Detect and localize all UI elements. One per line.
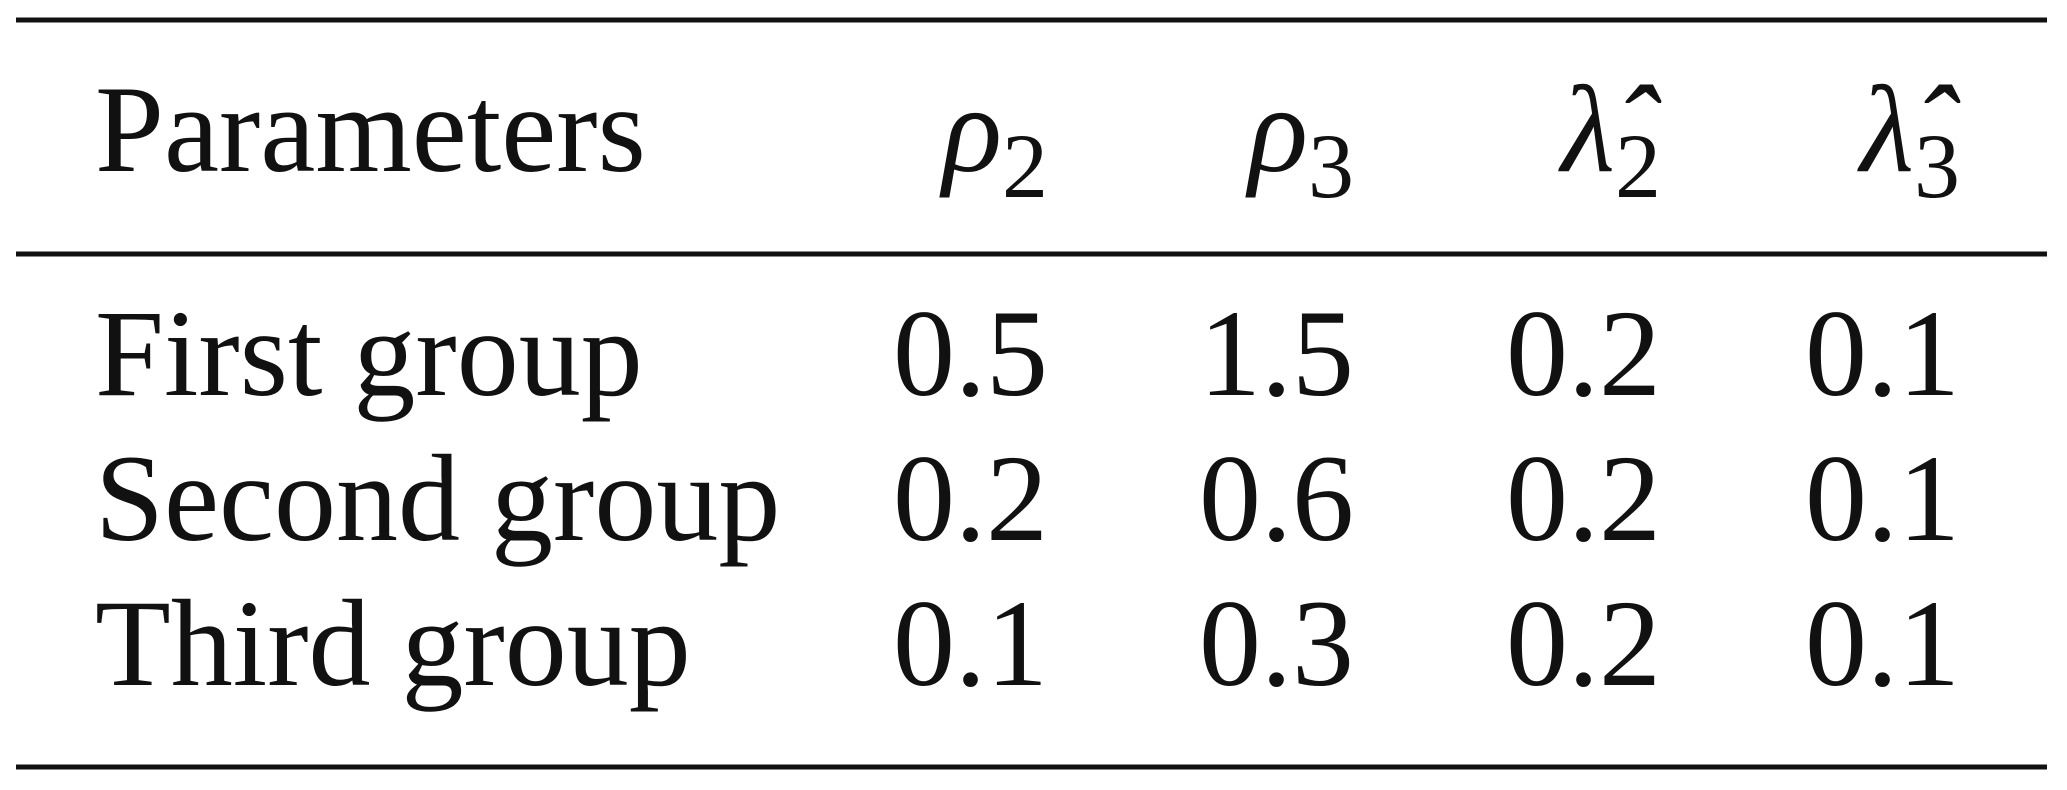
- header-cell: Parameters: [95, 61, 646, 198]
- cell-value: 1.5: [1199, 285, 1354, 422]
- cell-value: 0.1: [1805, 430, 1960, 567]
- header-cell: λ̂2: [1557, 61, 1662, 217]
- cell-value: 0.6: [1199, 430, 1354, 567]
- cell-value: 0.1: [893, 575, 1048, 712]
- header-cell: ρ3: [1244, 61, 1354, 217]
- math-subscript: 2: [1615, 115, 1661, 217]
- math-symbol: ρ: [1244, 61, 1308, 198]
- row-label: Second group: [95, 430, 780, 567]
- row-label: First group: [95, 285, 643, 422]
- math-symbol: ρ: [938, 61, 1002, 198]
- cell-value: 0.5: [893, 285, 1048, 422]
- math-subscript: 2: [1002, 115, 1048, 217]
- header-cell: λ̂3: [1856, 61, 1961, 217]
- row-label: Third group: [95, 575, 691, 712]
- math-subscript: 3: [1308, 115, 1354, 217]
- cell-value: 0.2: [1506, 575, 1661, 712]
- cell-value: 0.2: [893, 430, 1048, 567]
- cell-value: 0.2: [1506, 430, 1661, 567]
- math-subscript: 3: [1914, 115, 1960, 217]
- cell-value: 0.3: [1199, 575, 1354, 712]
- cell-value: 0.1: [1805, 285, 1960, 422]
- cell-value: 0.2: [1506, 285, 1661, 422]
- cell-value: 0.1: [1805, 575, 1960, 712]
- header-cell: ρ2: [938, 61, 1048, 217]
